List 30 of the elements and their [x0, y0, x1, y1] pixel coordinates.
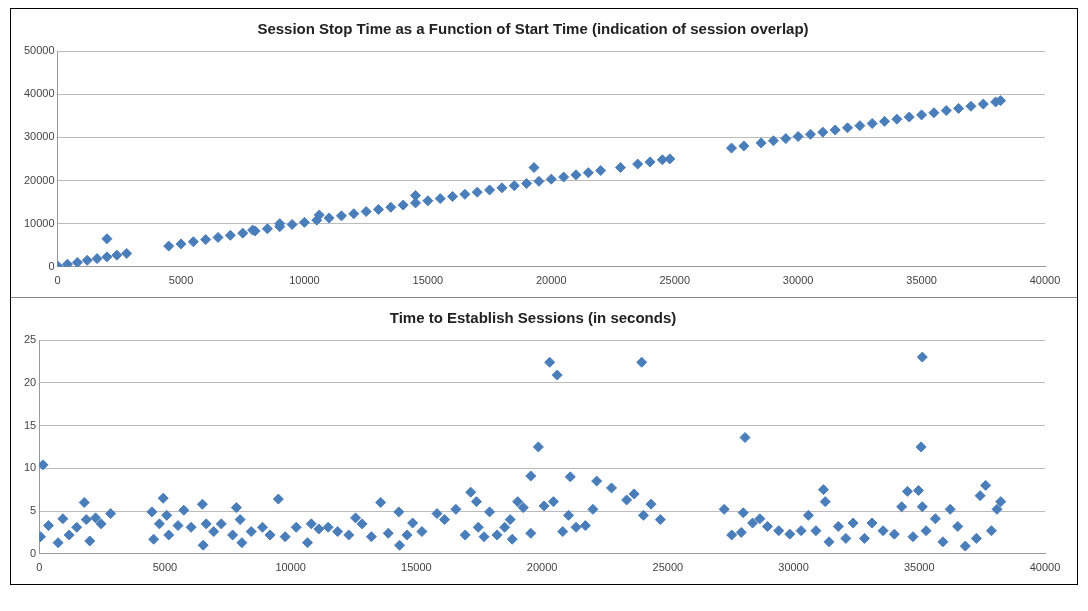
x-tick-label: 20000 — [526, 561, 558, 574]
x-tick-label: 35000 — [903, 561, 935, 574]
y-tick-label: 25 — [23, 333, 37, 346]
x-tick-label: 15000 — [412, 274, 444, 287]
x-tick-label: 30000 — [778, 561, 809, 574]
x-tick-label: 40000 — [1029, 274, 1061, 287]
x-tick-label: 15000 — [401, 561, 432, 574]
x-tick-label: 10000 — [289, 274, 320, 287]
x-tick-label: 20000 — [536, 274, 567, 287]
y-tick-label: 20 — [23, 375, 37, 388]
x-tick-label: 40000 — [1029, 561, 1061, 574]
y-tick-label: 20000 — [23, 173, 55, 186]
chart-title: Time to Establish Sessions (in seconds) — [389, 309, 677, 327]
x-tick-label: 30000 — [782, 274, 814, 287]
y-tick-label: 5 — [30, 504, 37, 517]
x-tick-label: 5000 — [168, 274, 194, 287]
x-tick-label: 35000 — [906, 274, 937, 287]
chart-title: Session Stop Time as a Function of Start Time (indication of session overlap) — [257, 20, 809, 38]
y-tick-label: 50000 — [23, 44, 55, 57]
y-tick-label: 0 — [30, 546, 37, 559]
x-tick-label: 5000 — [152, 561, 178, 574]
y-tick-label: 30000 — [23, 130, 55, 143]
y-tick-label: 15 — [23, 418, 37, 431]
x-tick-label: 25000 — [652, 561, 684, 574]
y-tick-label: 40000 — [23, 87, 55, 100]
y-tick-label: 10000 — [23, 216, 55, 229]
y-tick-label: 0 — [48, 259, 55, 272]
x-tick-label: 10000 — [275, 561, 306, 574]
y-tick-label: 10 — [23, 461, 37, 474]
x-tick-label: 25000 — [659, 274, 691, 287]
